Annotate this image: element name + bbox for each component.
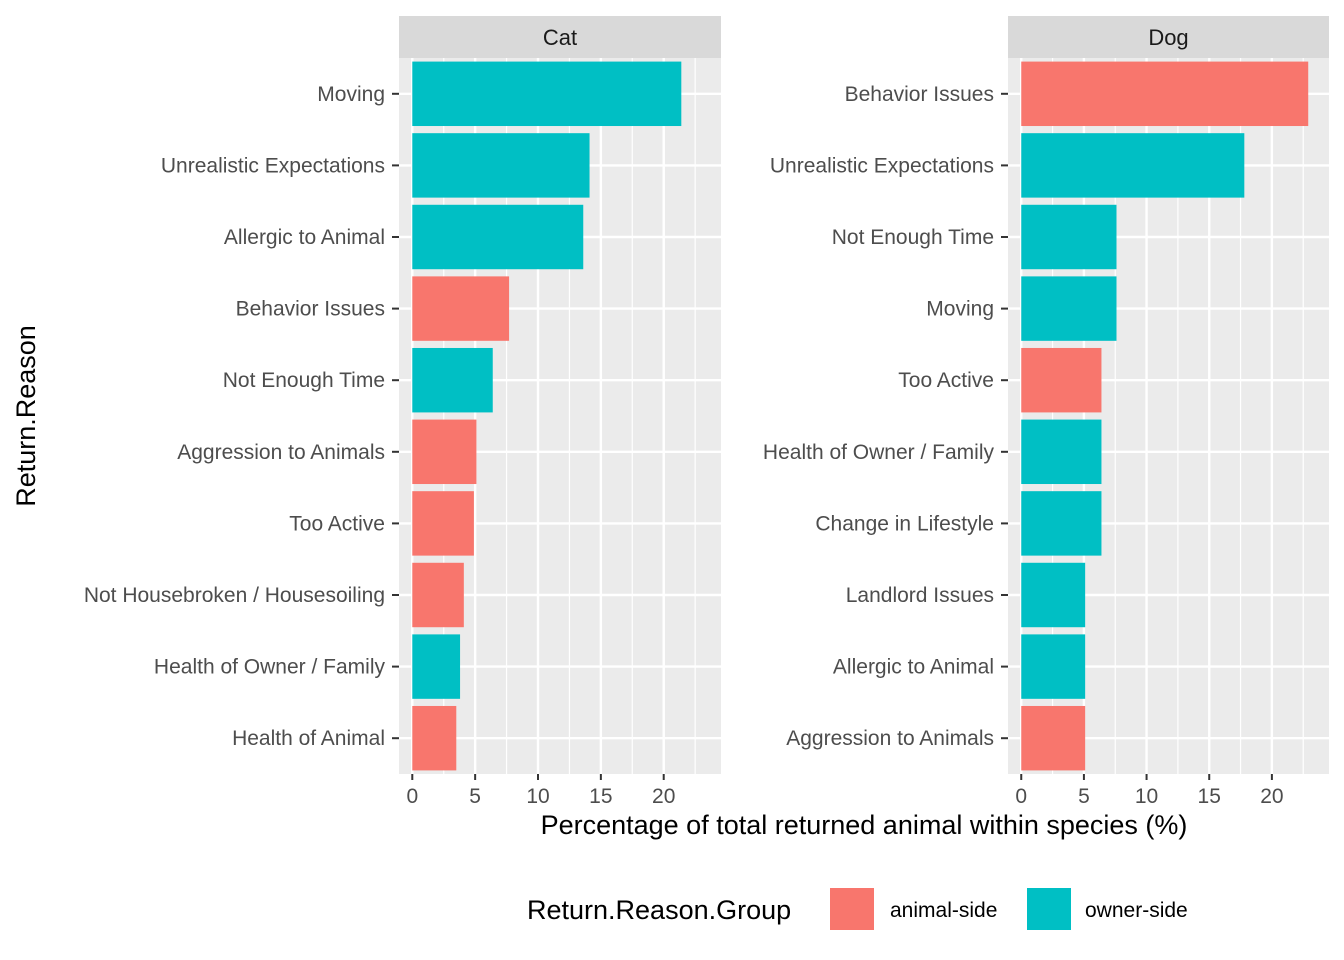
y-tick-label: Moving	[317, 83, 385, 106]
x-tick-label: 10	[526, 785, 549, 808]
bar	[1021, 634, 1086, 699]
y-tick-label: Not Housebroken / Housesoiling	[84, 584, 385, 607]
strip-background	[1008, 16, 1329, 58]
x-axis-title: Percentage of total returned animal with…	[541, 810, 1188, 840]
x-tick-label: 15	[1198, 785, 1221, 808]
bar	[412, 491, 474, 556]
legend-title: Return.Reason.Group	[527, 895, 791, 925]
strip-label: Cat	[543, 25, 577, 50]
y-tick-label: Aggression to Animals	[786, 727, 994, 750]
y-tick-label: Allergic to Animal	[833, 656, 994, 679]
y-tick-label: Aggression to Animals	[177, 441, 385, 464]
x-tick-label: 20	[652, 785, 675, 808]
bar	[1021, 491, 1102, 556]
bar	[1021, 276, 1117, 341]
legend-key-owner-side	[1027, 888, 1071, 930]
y-tick-label: Moving	[926, 298, 994, 321]
y-tick-label: Change in Lifestyle	[815, 512, 994, 535]
y-axis-title: Return.Reason	[11, 325, 41, 507]
panels: Cat 0 5 10 15 20 Moving Unrealistic Expectation…	[84, 16, 1329, 808]
bar	[412, 419, 477, 485]
bar	[412, 61, 682, 127]
legend-items: animal-side owner-side	[830, 888, 1188, 930]
panel-dog: Dog 0 5 10 15 20 Behavior Issues Unrealistic Ex…	[763, 16, 1329, 808]
y-tick-label: Allergic to Animal	[224, 226, 385, 249]
bar	[1021, 419, 1102, 485]
bar	[412, 204, 584, 270]
bar	[412, 705, 457, 771]
y-tick-label: Landlord Issues	[846, 584, 994, 607]
bar	[412, 347, 493, 413]
x-tick-label: 0	[1015, 785, 1027, 808]
y-tick-label: Health of Owner / Family	[154, 656, 386, 679]
y-tick-label: Unrealistic Expectations	[770, 154, 994, 177]
strip-label: Dog	[1148, 25, 1188, 50]
y-tick-label: Too Active	[289, 512, 385, 535]
y-tick-label: Unrealistic Expectations	[161, 154, 385, 177]
y-tick-label: Health of Owner / Family	[763, 441, 995, 464]
bar	[412, 634, 461, 699]
x-tick-label: 20	[1260, 785, 1283, 808]
y-tick-label: Behavior Issues	[845, 83, 994, 106]
x-tick-label: 15	[589, 785, 612, 808]
bar	[412, 133, 590, 198]
bar	[1021, 133, 1245, 198]
bar	[412, 276, 510, 341]
y-tick-label: Health of Animal	[232, 727, 385, 750]
x-tick-label: 10	[1135, 785, 1158, 808]
y-tick-label: Behavior Issues	[236, 298, 385, 321]
y-tick-label: Not Enough Time	[223, 369, 385, 392]
bar	[1021, 204, 1117, 270]
y-tick-label: Too Active	[898, 369, 994, 392]
x-tick-label: 5	[1078, 785, 1090, 808]
bar	[412, 562, 464, 628]
legend-key-animal-side	[830, 888, 874, 930]
strip-background	[399, 16, 721, 58]
bar	[1021, 347, 1102, 413]
bar	[1021, 562, 1086, 628]
y-tick-label: Not Enough Time	[832, 226, 994, 249]
legend-label: owner-side	[1085, 899, 1188, 922]
x-tick-label: 0	[406, 785, 418, 808]
legend-label: animal-side	[890, 899, 997, 922]
panel-cat: Cat 0 5 10 15 20 Moving Unrealistic Expectation…	[84, 16, 721, 808]
legend: Return.Reason.Group animal-side owner-sid…	[527, 888, 1188, 930]
bar	[1021, 705, 1086, 771]
bar	[1021, 61, 1309, 127]
x-tick-label: 5	[469, 785, 481, 808]
